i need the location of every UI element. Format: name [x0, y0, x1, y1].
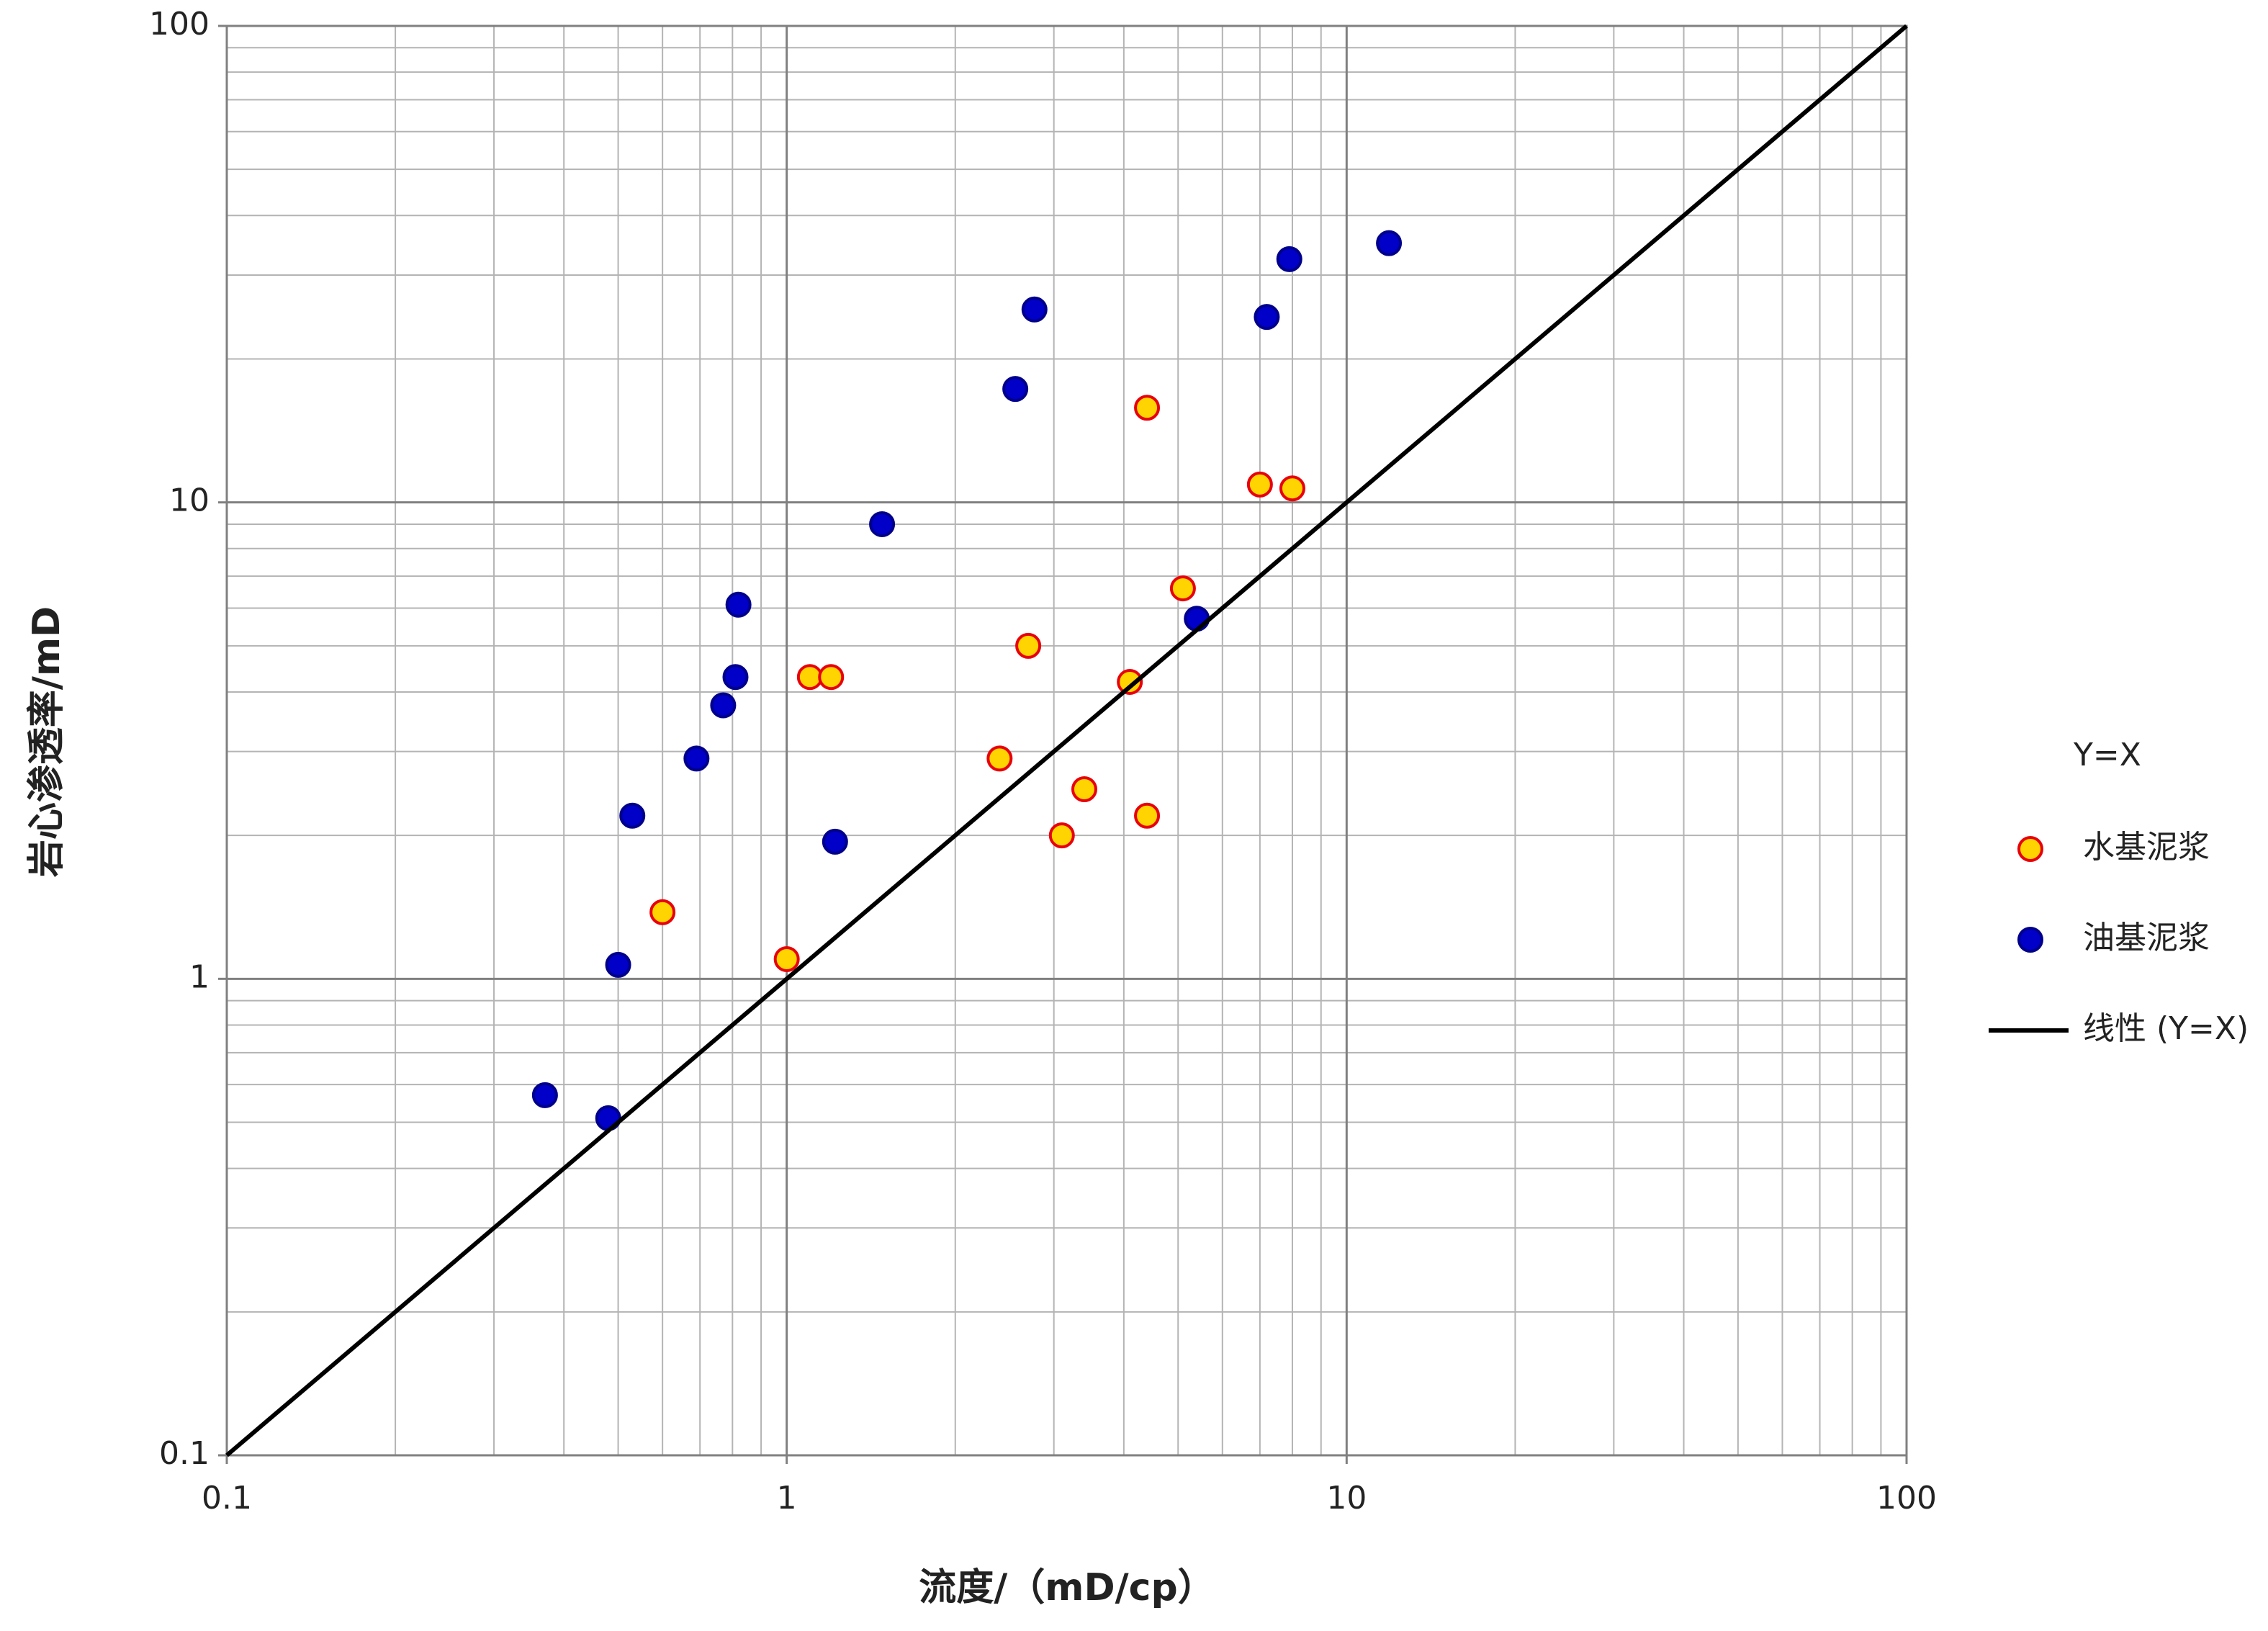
data-point	[796, 664, 823, 691]
legend-label: 油基泥浆	[2083, 920, 2210, 956]
data-point	[1254, 304, 1280, 331]
y-tick-label: 100	[149, 6, 210, 42]
legend-marker	[2017, 836, 2043, 862]
data-point	[1002, 376, 1029, 403]
x-tick-label: 100	[1876, 1480, 1937, 1517]
legend-title: Y=X	[2073, 737, 2141, 773]
data-point	[1021, 296, 1048, 323]
data-point	[773, 945, 800, 972]
data-point	[531, 1082, 558, 1108]
legend-marker	[2017, 927, 2043, 953]
x-tick-label: 0.1	[202, 1480, 252, 1517]
data-point	[619, 802, 646, 829]
x-axis-title: 流度/（mD/cp）	[919, 1566, 1215, 1609]
data-point	[725, 591, 752, 618]
fit-line	[225, 24, 1908, 1457]
x-tick-label: 10	[1326, 1480, 1367, 1517]
data-point	[605, 951, 631, 978]
data-point	[1276, 246, 1302, 272]
data-point	[722, 664, 749, 691]
data-point	[986, 745, 1013, 772]
data-point	[1376, 230, 1403, 256]
data-point	[869, 511, 896, 537]
data-point	[1048, 822, 1075, 849]
plot-frame	[225, 24, 1908, 1457]
data-point	[1184, 606, 1210, 632]
y-tick-label: 0.1	[159, 1435, 210, 1472]
data-point	[1169, 575, 1196, 602]
data-point	[1279, 475, 1305, 502]
y-tick-label: 1	[189, 958, 210, 995]
data-point	[649, 899, 676, 925]
data-point	[710, 692, 737, 719]
data-point	[683, 745, 710, 772]
legend-label: 水基泥浆	[2083, 829, 2210, 866]
legend-label: 线性 (Y=X)	[2083, 1010, 2249, 1047]
data-point	[1246, 471, 1273, 498]
y-axis-title: 岩心渗透率/mD	[25, 606, 68, 877]
y-tick-label: 10	[169, 482, 210, 519]
data-point	[822, 828, 848, 855]
data-point	[1134, 802, 1161, 829]
data-point	[1117, 668, 1143, 695]
data-point	[1134, 395, 1161, 421]
data-point	[1071, 776, 1097, 803]
data-point	[1015, 632, 1042, 659]
x-tick-label: 1	[777, 1480, 797, 1517]
data-point	[818, 664, 845, 691]
